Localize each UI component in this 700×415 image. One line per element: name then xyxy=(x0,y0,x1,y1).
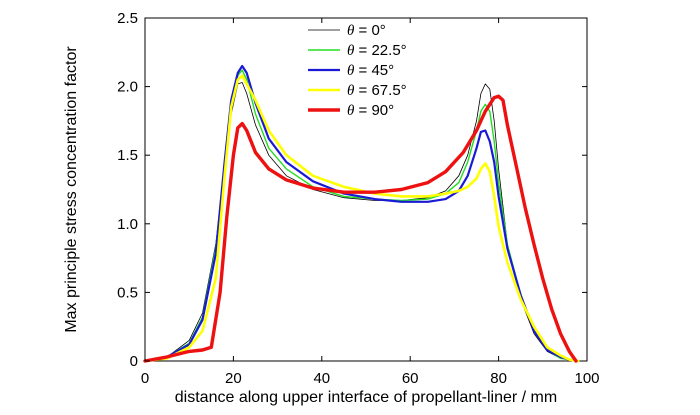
x-tick-label: 20 xyxy=(225,370,242,387)
y-axis-title: Max principle stress concentration facto… xyxy=(63,46,80,333)
x-tick-label: 100 xyxy=(574,370,599,387)
y-tick-label: 1.5 xyxy=(117,147,138,164)
legend-theta-symbol: θ xyxy=(347,103,355,119)
x-axis-title: distance along upper interface of propel… xyxy=(175,389,557,406)
legend-label-value: = 0° xyxy=(354,22,385,39)
legend-theta-symbol: θ xyxy=(347,83,355,99)
y-tick-label: 2.0 xyxy=(117,79,138,96)
legend-theta-symbol: θ xyxy=(347,63,355,79)
legend-theta-symbol: θ xyxy=(347,23,355,39)
y-tick-label: 0 xyxy=(130,353,138,370)
legend-label: θ = 0° xyxy=(347,22,386,39)
legend-theta-symbol: θ xyxy=(347,43,355,59)
plot-axes xyxy=(144,17,588,362)
plot-border xyxy=(144,17,588,362)
legend-label: θ = 67.5° xyxy=(347,82,407,99)
legend: θ = 0°θ = 22.5°θ = 45°θ = 67.5°θ = 90° xyxy=(308,22,407,119)
legend-label-value: = 67.5° xyxy=(354,82,406,99)
y-tick-label: 2.5 xyxy=(117,10,138,27)
legend-label-value: = 90° xyxy=(354,102,394,119)
series-line xyxy=(143,94,578,363)
x-tick-label: 40 xyxy=(313,370,330,387)
legend-label: θ = 22.5° xyxy=(347,42,407,59)
y-tick-label: 0.5 xyxy=(117,284,138,301)
axis-ticks: 0 20 40 60 80 100 0 0.5 1.0 1.5 2.0 2.5 xyxy=(117,10,599,387)
legend-label-value: = 45° xyxy=(354,62,394,79)
series-line xyxy=(143,74,580,363)
legend-label: θ = 90° xyxy=(347,102,394,119)
y-tick-label: 1.0 xyxy=(117,216,138,233)
series-lines xyxy=(143,64,580,363)
x-tick-label: 60 xyxy=(402,370,419,387)
x-tick-label: 0 xyxy=(141,370,149,387)
legend-label-value: = 22.5° xyxy=(354,42,406,59)
series-line xyxy=(144,82,579,362)
legend-label: θ = 45° xyxy=(347,62,394,79)
x-tick-label: 80 xyxy=(490,370,507,387)
